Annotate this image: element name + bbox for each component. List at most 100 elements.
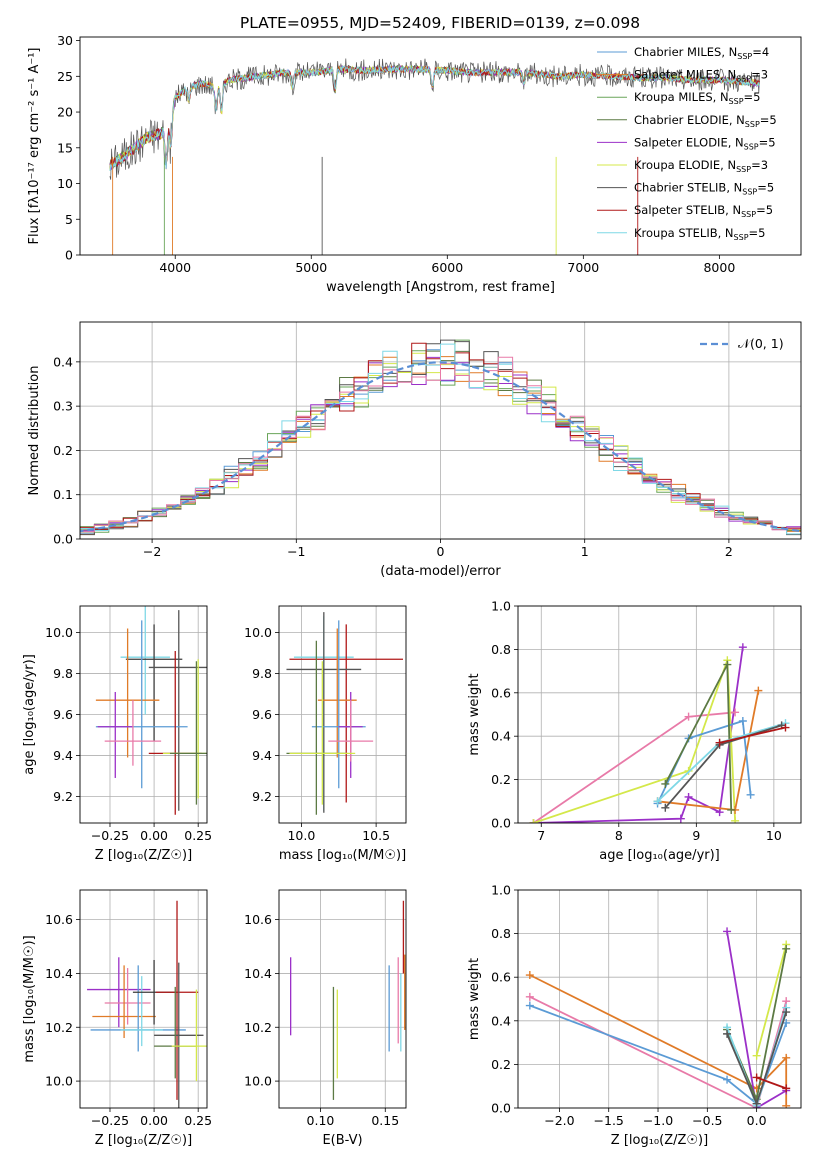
weight-line [529,1004,788,1106]
x-axis-label: wavelength [Angstrom, rest frame] [326,280,555,295]
weight-marker [746,790,755,799]
errorbars [87,900,207,1108]
weight-line [533,660,736,823]
plot-area [290,900,406,1100]
weight-marker [752,1099,761,1108]
y-tick-label: 0.6 [491,685,511,700]
y-tick-label: 10.4 [45,966,73,981]
x-tick-label: 8 [615,828,623,843]
weight-line [664,724,782,809]
weight-line [726,931,787,1108]
spectrum-lines [109,58,760,255]
y-tick-label: 10.6 [45,912,73,927]
y-tick-label: 0.8 [491,642,511,657]
y-tick-label: 9.6 [252,707,272,722]
weight-marker [782,1053,791,1062]
weight-marker [684,792,693,801]
x-axis-label: age [log₁₀(age/yr)] [599,848,720,863]
weight-marker [529,819,538,823]
y-axis-label: Flux [fλ10⁻¹⁷ erg cm⁻² s⁻¹ A⁻¹] [27,48,42,245]
plot-area [109,58,760,255]
legend-entry: Salpeter MILES, NSSP=3 [634,68,768,84]
axes-age-vs-mass: 10.0 10.5 9.2 9.4 9.6 9.8 10.0 mass [log₁₀(M/M☉… [244,605,407,863]
weight-line [529,974,788,1106]
x-tick-label: −0.25 [91,1113,129,1128]
y-tick-label: 10.4 [244,966,272,981]
x-tick-label: 0.15 [371,1113,399,1128]
x-tick-label: 2 [725,544,733,559]
weight-marker [715,808,724,817]
legend-entry: Kroupa STELIB, NSSP=5 [634,226,765,242]
weight-line [719,726,786,744]
plot-area [95,606,207,815]
weight-marker [684,712,693,721]
axes-frame [79,605,208,824]
axes-frame [79,889,208,1109]
x-tick-label: −1.5 [594,1113,624,1128]
weight-marker [715,738,724,747]
gridlines [279,890,406,1108]
x-tick-label: 4000 [159,260,191,275]
weight-line [657,690,760,811]
x-tick-label: −2.0 [544,1113,574,1128]
y-tick-label: 10.0 [244,625,272,640]
legend-entry: Kroupa ELODIE, NSSP=3 [634,158,768,174]
weight-marker [525,971,534,980]
weight-marker [727,805,736,814]
legend-entry: Chabrier STELIB, NSSP=5 [634,181,774,197]
weight-marker [738,717,747,726]
gridlines [80,890,207,1108]
y-tick-label: 9.8 [252,666,272,681]
axes-spectrum: 4000 5000 6000 7000 8000 0 5 10 15 20 25 30 waveleng… [27,33,802,295]
x-tick-label: 0 [437,544,445,559]
x-axis-label: Z [log₁₀(Z/Z☉)] [95,1133,192,1148]
x-tick-label: −1 [287,544,305,559]
weight-marker [782,1084,791,1093]
axes-mass-vs-ebv: 0.10 0.15 10.0 10.2 10.4 10.6 E(B-V) [244,889,407,1148]
x-tick-label: 9 [692,828,700,843]
y-tick-label: 9.2 [53,789,73,804]
weight-marker [752,1051,761,1060]
weight-marker [782,1101,791,1108]
weight-line [755,944,788,1056]
weight-marker [731,816,740,823]
x-axis-label: Z [log₁₀(Z/Z☉)] [611,1133,708,1148]
y-tick-label: 10.2 [244,1020,272,1035]
y-tick-label: 30 [57,33,73,48]
x-tick-label: 0.0 [747,1113,767,1128]
x-tick-label: 1 [581,544,589,559]
x-tick-label: 8000 [703,260,735,275]
axes-frame [278,889,407,1109]
x-tick-label: 0.25 [184,1113,212,1128]
weight-marker [731,708,740,717]
y-tick-label: 10.0 [45,1074,73,1089]
weight-marker [723,660,732,669]
x-axis-label: Z [log₁₀(Z/Z☉)] [95,848,192,863]
y-axis-label: mass [log₁₀(M/M☉)] [22,935,37,1062]
x-tick-label: 6000 [431,260,463,275]
axes-frame [278,605,407,824]
weight-marker [525,1001,534,1010]
gridlines [518,889,801,1109]
y-tick-label: 9.4 [252,748,272,763]
weight-marker [676,814,685,823]
y-tick-label: 0.0 [53,532,73,547]
y-tick-label: 9.2 [252,789,272,804]
y-tick-label: 0.3 [53,399,73,414]
x-tick-label: 0.10 [307,1113,335,1128]
y-tick-label: 25 [57,69,73,84]
y-tick-label: 10.0 [244,1074,272,1089]
legend-entry: Salpeter STELIB, NSSP=5 [634,203,773,219]
legend-entry: 𝒩(0, 1) [738,336,784,351]
y-tick-label: 0.2 [491,1057,511,1072]
weight-marker [525,992,534,1001]
y-tick-label: 9.4 [53,748,73,763]
errorbars [290,900,406,1100]
x-tick-label: −0.25 [91,828,129,843]
y-tick-label: 0.1 [53,487,73,502]
x-tick-label: −2 [143,544,161,559]
gridlines [279,606,406,823]
y-tick-label: 1.0 [491,599,511,614]
errorbars [286,612,404,815]
